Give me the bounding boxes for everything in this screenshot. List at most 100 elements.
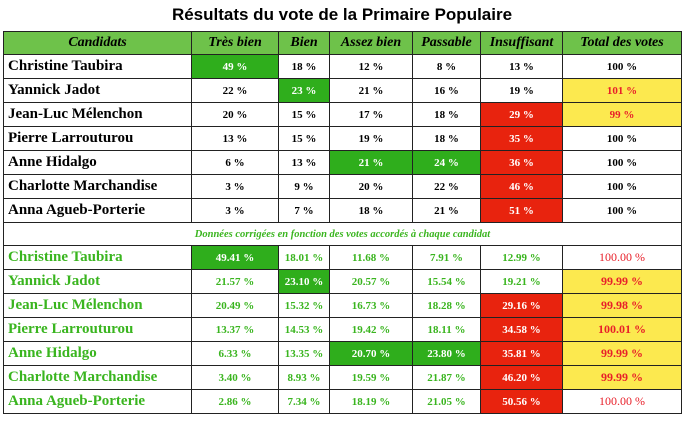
percent-cell: 7.91 % [412,245,481,270]
table-row: Anne Hidalgo 6.33 % 13.35 % 20.70 % 23.80 % 3… [3,341,682,366]
header-cell: Total des votes [562,31,682,55]
percent-cell: 20 % [191,102,279,127]
percent-cell: 13 % [191,126,279,151]
candidate-name: Yannick Jadot [3,269,192,294]
percent-cell: 29 % [480,102,563,127]
percent-cell: 2.86 % [191,389,279,414]
table-row: Anne Hidalgo 6 % 13 % 21 % 24 % 36 % 100 % [3,150,682,175]
total-cell: 100 % [562,198,682,223]
header-cell: Assez bien [329,31,413,55]
percent-cell: 20.49 % [191,293,279,318]
percent-cell: 19.42 % [329,317,413,342]
total-cell: 100 % [562,54,682,79]
total-cell: 99.98 % [562,293,682,318]
candidate-name: Anna Agueb-Porterie [3,389,192,414]
table-row: Pierre Larrouturou 13.37 % 14.53 % 19.42 % 1… [3,317,682,342]
percent-cell: 21 % [329,150,413,175]
percent-cell: 21 % [412,198,481,223]
percent-cell: 6.33 % [191,341,279,366]
candidate-name: Christine Taubira [3,54,192,79]
percent-cell: 8.93 % [278,365,330,390]
percent-cell: 20 % [329,174,413,199]
percent-cell: 20.57 % [329,269,413,294]
percent-cell: 3 % [191,198,279,223]
percent-cell: 36 % [480,150,563,175]
percent-cell: 13 % [480,54,563,79]
percent-cell: 23.10 % [278,269,330,294]
percent-cell: 22 % [191,78,279,103]
total-cell: 100.00 % [562,389,682,414]
note-row: Données corrigées en fonction des votes … [3,222,682,246]
total-cell: 100.00 % [562,245,682,270]
header-cell: Insuffisant [480,31,563,55]
percent-cell: 21.87 % [412,365,481,390]
percent-cell: 3 % [191,174,279,199]
candidate-name: Anne Hidalgo [3,150,192,175]
percent-cell: 21.05 % [412,389,481,414]
percent-cell: 18 % [329,198,413,223]
candidate-name: Pierre Larrouturou [3,126,192,151]
total-cell: 100.01 % [562,317,682,342]
percent-cell: 11.68 % [329,245,413,270]
total-cell: 99.99 % [562,365,682,390]
percent-cell: 12.99 % [480,245,563,270]
percent-cell: 13.37 % [191,317,279,342]
correction-note: Données corrigées en fonction des votes … [3,222,682,246]
table-row: Charlotte Marchandise 3 % 9 % 20 % 22 % 46 % 1… [3,174,682,199]
percent-cell: 18.11 % [412,317,481,342]
percent-cell: 50.56 % [480,389,563,414]
total-cell: 99 % [562,102,682,127]
percent-cell: 34.58 % [480,317,563,342]
percent-cell: 8 % [412,54,481,79]
percent-cell: 9 % [278,174,330,199]
percent-cell: 16.73 % [329,293,413,318]
header-cell: Passable [412,31,481,55]
percent-cell: 18 % [412,126,481,151]
table-row: Yannick Jadot 21.57 % 23.10 % 20.57 % 15.54 … [3,269,682,294]
table-row: Charlotte Marchandise 3.40 % 8.93 % 19.59 %… [3,365,682,390]
table-header-row: Candidats Très bien Bien Assez bien Pass… [3,31,682,55]
percent-cell: 19.59 % [329,365,413,390]
candidate-name: Jean-Luc Mélenchon [3,102,192,127]
percent-cell: 29.16 % [480,293,563,318]
table-row: Christine Taubira 49 % 18 % 12 % 8 % 13 % 100 … [3,54,682,79]
percent-cell: 6 % [191,150,279,175]
candidate-name: Charlotte Marchandise [3,365,192,390]
percent-cell: 15 % [278,102,330,127]
page-title: Résultats du vote de la Primaire Populai… [171,5,513,24]
percent-cell: 35 % [480,126,563,151]
table-row: Christine Taubira 49.41 % 18.01 % 11.68 % 7.… [3,245,682,270]
percent-cell: 18 % [278,54,330,79]
candidate-name: Jean-Luc Mélenchon [3,293,192,318]
percent-cell: 19 % [329,126,413,151]
total-cell: 99.99 % [562,341,682,366]
header-cell: Candidats [3,31,192,55]
percent-cell: 20.70 % [329,341,413,366]
percent-cell: 15 % [278,126,330,151]
candidate-name: Charlotte Marchandise [3,174,192,199]
percent-cell: 17 % [329,102,413,127]
total-cell: 101 % [562,78,682,103]
percent-cell: 15.32 % [278,293,330,318]
percent-cell: 19.21 % [480,269,563,294]
percent-cell: 49.41 % [191,245,279,270]
header-cell: Bien [278,31,330,55]
candidate-name: Christine Taubira [3,245,192,270]
table-row: Pierre Larrouturou 13 % 15 % 19 % 18 % 35 % 10… [3,126,682,151]
table-row: Jean-Luc Mélenchon 20.49 % 15.32 % 16.73 % 1… [3,293,682,318]
percent-cell: 12 % [329,54,413,79]
percent-cell: 22 % [412,174,481,199]
percent-cell: 18.01 % [278,245,330,270]
percent-cell: 51 % [480,198,563,223]
total-cell: 100 % [562,174,682,199]
percent-cell: 7.34 % [278,389,330,414]
percent-cell: 21.57 % [191,269,279,294]
percent-cell: 18.28 % [412,293,481,318]
percent-cell: 15.54 % [412,269,481,294]
percent-cell: 23.80 % [412,341,481,366]
table-row: Jean-Luc Mélenchon 20 % 15 % 17 % 18 % 29 % 99… [3,102,682,127]
total-cell: 99.99 % [562,269,682,294]
results-table: Candidats Très bien Bien Assez bien Pass… [3,31,682,414]
percent-cell: 3.40 % [191,365,279,390]
results-table-body: Candidats Très bien Bien Assez bien Pass… [3,31,682,414]
